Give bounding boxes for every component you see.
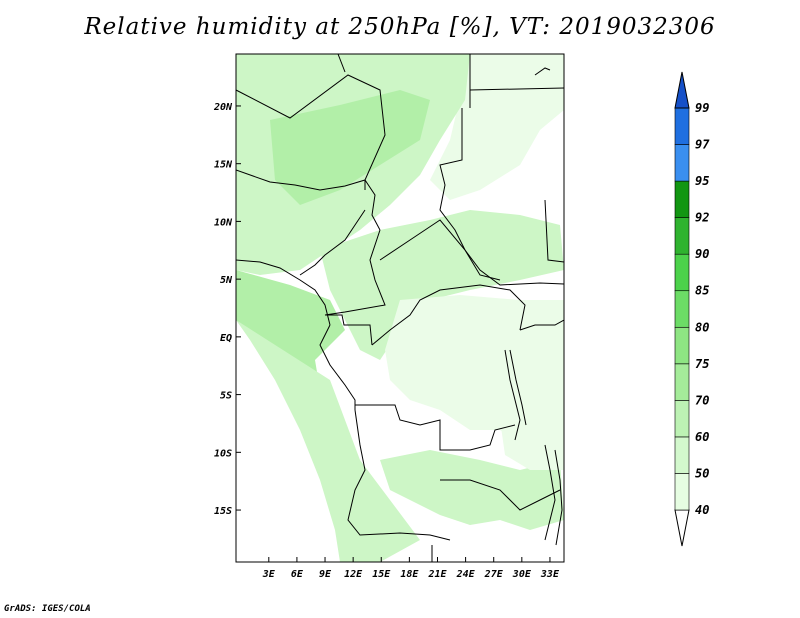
border-mozambique [554,449,563,546]
humidity-area-south [380,450,564,530]
border-zambia [440,479,561,511]
colorbar-label: 97 [695,138,710,152]
colorbar-segment [674,290,690,328]
lat-tick-label: EQ [220,333,232,344]
border-west-coast-a [236,259,331,326]
humidity-area-central-light [385,295,564,450]
map-frame [235,53,565,563]
border-ssudan [464,249,564,286]
colorbar-max-arrow [674,71,690,109]
border-nigeria-cameroon [299,209,366,276]
border-congo-drc [371,284,526,346]
colorbar-label: 75 [695,357,709,371]
lat-tick-label: 10S [214,448,232,459]
lon-tick-label: 30E [512,569,532,580]
border-lake-tanganyika [504,349,521,441]
colorbar-label: 60 [695,430,709,444]
border-cameroon-car [324,229,386,316]
border-car-sudan [379,219,501,281]
lat-tick-label: 20N [213,102,233,113]
lon-tick-label: 12E [344,569,363,580]
colorbar-segment [674,144,690,182]
lon-tick-label: 24E [456,569,476,580]
lat-tick-label: 5N [220,275,233,286]
colorbar: 40 50 60 70 75 80 85 90 92 95 97 99 [674,71,710,547]
border-drc-angola [355,404,516,451]
border-lake-tanganyika-2 [509,349,527,426]
colorbar-label: 80 [695,320,709,334]
colorbar-segment [674,436,690,474]
longitude-axis: 3E 6E 9E 12E 15E 18E 21E 24E 27E 30E 33E [262,557,560,580]
lat-tick-label: 5S [220,391,232,402]
border-east-lakes [519,319,564,331]
colorbar-segment [674,363,690,401]
map-title: Relative humidity at 250hPa [%], VT: 201… [84,14,716,40]
colorbar-segment [674,253,690,292]
colorbar-segment [674,217,690,255]
country-borders [236,54,564,562]
border-niger-nigeria [236,169,381,231]
lon-tick-label: 3E [262,569,276,580]
colorbar-min-arrow [674,509,690,547]
colorbar-segment [674,400,690,438]
colorbar-label: 70 [695,393,709,407]
border-angola-south [347,409,451,541]
colorbar-label: 95 [695,174,709,188]
border-sudan-north [469,87,564,91]
colorbar-label: 85 [695,284,709,298]
lon-tick-label: 9E [319,569,332,580]
lon-tick-label: 6E [291,569,304,580]
lon-tick-label: 27E [484,569,504,580]
humidity-area-south-east [500,410,564,470]
lon-tick-label: 21E [427,569,447,580]
colorbar-label: 99 [695,101,709,115]
lon-tick-label: 15E [372,569,391,580]
colorbar-segment [674,473,690,511]
border-red-sea [534,67,551,76]
border-west-coast-b [319,324,356,410]
lon-tick-label: 18E [400,569,419,580]
border-chad-east [439,108,466,251]
humidity-area-west-coast-light [236,320,420,562]
border-malawi [544,444,556,541]
colorbar-label: 40 [695,503,709,517]
humidity-area-central [320,210,564,360]
colorbar-segment [674,180,690,218]
border-chad-north [337,54,346,73]
credit-text: GrADS: IGES/COLA [4,604,91,614]
colorbar-label: 50 [695,466,709,480]
lat-tick-label: 10N [214,217,233,228]
lat-tick-label: 15N [214,160,233,171]
humidity-shading [236,54,564,562]
latitude-axis: 20N 15N 10N 5N EQ 5S 10S 15S [213,102,241,517]
colorbar-label: 92 [695,211,709,225]
border-gabon [325,314,373,346]
humidity-area-north-strong [270,90,430,205]
colorbar-segment [674,107,690,145]
lat-tick-label: 15S [214,506,232,517]
lon-tick-label: 33E [540,569,560,580]
colorbar-segment [674,326,690,365]
colorbar-label: 90 [695,247,709,261]
border-sudan-ethiopia [544,199,564,263]
